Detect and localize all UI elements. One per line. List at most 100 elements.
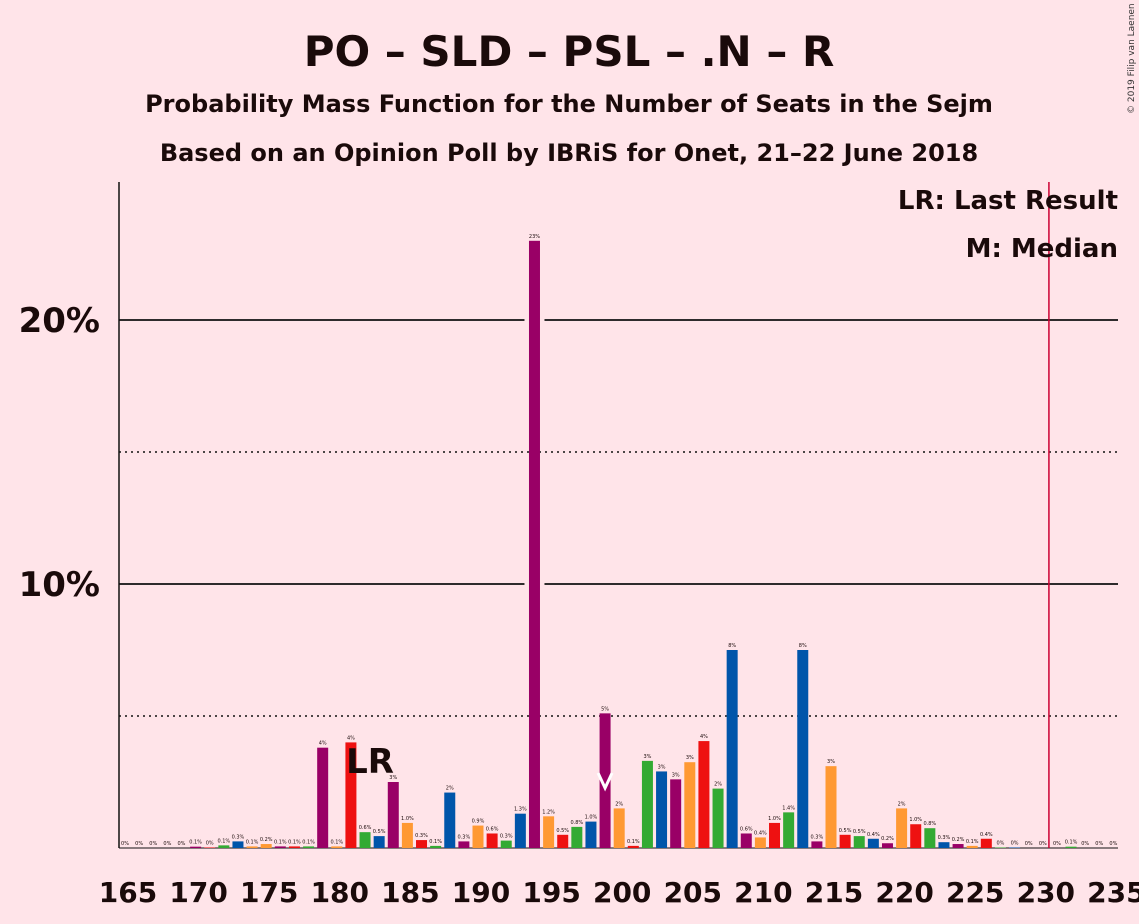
grid-lines bbox=[119, 317, 1118, 849]
data-label-seat-189: 0.3% bbox=[458, 834, 471, 840]
bar-seat-178 bbox=[303, 846, 315, 848]
data-label-seat-197: 0.8% bbox=[570, 820, 583, 826]
data-label-seat-202: 3% bbox=[643, 754, 651, 760]
copyright-note: © 2019 Filip van Laenen bbox=[1127, 3, 1137, 114]
data-label-seat-180: 0.1% bbox=[330, 839, 343, 845]
data-label-seat-229: 0% bbox=[1025, 841, 1033, 847]
bar-seat-171 bbox=[204, 847, 216, 848]
x-tick-220: 220 bbox=[875, 876, 933, 909]
data-label-seat-169: 0% bbox=[178, 841, 186, 847]
bar-seat-174 bbox=[246, 846, 258, 848]
bar-seat-211 bbox=[769, 822, 781, 848]
bar-seat-209 bbox=[740, 833, 752, 848]
bar-seat-212 bbox=[783, 812, 795, 848]
data-label-seat-208: 8% bbox=[728, 643, 736, 649]
bar-seat-184 bbox=[387, 782, 399, 848]
data-label-seat-215: 3% bbox=[827, 759, 835, 765]
bar-seat-207 bbox=[712, 788, 724, 848]
bar-seat-216 bbox=[839, 834, 851, 848]
bar-seat-188 bbox=[444, 792, 456, 848]
data-label-seat-232: 0.1% bbox=[1065, 840, 1078, 846]
x-tick-170: 170 bbox=[169, 876, 227, 909]
bar-seat-181 bbox=[345, 742, 357, 848]
data-label-seat-188: 2% bbox=[446, 786, 454, 792]
x-tick-210: 210 bbox=[734, 876, 792, 909]
data-label-seat-183: 0.5% bbox=[373, 829, 386, 835]
bar-seat-193 bbox=[514, 813, 526, 848]
data-label-seat-204: 3% bbox=[672, 772, 680, 778]
data-label-seat-231: 0% bbox=[1053, 841, 1061, 847]
bar-seat-225 bbox=[966, 845, 978, 848]
bar-seat-191 bbox=[486, 833, 498, 848]
x-tick-215: 215 bbox=[805, 876, 863, 909]
x-tick-190: 190 bbox=[452, 876, 510, 909]
bar-seat-170 bbox=[190, 846, 202, 848]
bar-seat-186 bbox=[416, 840, 428, 848]
data-label-seat-211: 1.0% bbox=[768, 816, 781, 822]
data-label-seat-220: 2% bbox=[898, 801, 906, 807]
bar-seat-175 bbox=[260, 844, 272, 848]
y-axis-ticks: 10% 20% bbox=[19, 301, 100, 605]
bar-seat-187 bbox=[430, 845, 442, 848]
data-label-seat-226: 0.4% bbox=[980, 832, 993, 838]
data-label-seat-190: 0.9% bbox=[472, 819, 485, 825]
bar-seat-226 bbox=[980, 838, 992, 848]
x-tick-175: 175 bbox=[240, 876, 298, 909]
data-label-seat-206: 4% bbox=[700, 734, 708, 740]
bar-seat-195 bbox=[543, 816, 555, 848]
data-label-seat-213: 8% bbox=[799, 643, 807, 649]
data-label-seat-198: 1.0% bbox=[585, 815, 598, 821]
data-label-seat-217: 0.5% bbox=[853, 829, 866, 835]
bar-seat-192 bbox=[500, 840, 512, 848]
data-label-seat-184: 3% bbox=[389, 775, 397, 781]
bar-seat-215 bbox=[825, 766, 837, 848]
data-label-seat-207: 2% bbox=[714, 782, 722, 788]
data-label-seat-179: 4% bbox=[319, 741, 327, 747]
bar-seat-218 bbox=[867, 838, 879, 848]
bar-seat-182 bbox=[359, 832, 371, 848]
bar-seat-219 bbox=[881, 843, 893, 848]
bar-seat-172 bbox=[218, 845, 230, 848]
data-label-seat-191: 0.6% bbox=[486, 826, 499, 832]
bar-seat-190 bbox=[472, 825, 484, 848]
bar-seat-185 bbox=[401, 822, 413, 848]
data-label-seat-201: 0.1% bbox=[627, 839, 640, 845]
data-label-seat-222: 0.8% bbox=[923, 821, 936, 827]
bar-seat-224 bbox=[952, 844, 964, 848]
data-label-seat-178: 0.1% bbox=[302, 839, 315, 845]
y-tick-10: 10% bbox=[19, 565, 100, 605]
x-tick-180: 180 bbox=[311, 876, 369, 909]
bar-seat-222 bbox=[924, 828, 936, 848]
data-label-seat-212: 1.4% bbox=[782, 805, 795, 811]
legend-median: M: Median bbox=[966, 234, 1118, 264]
data-label-seat-210: 0.4% bbox=[754, 830, 767, 836]
bar-seat-197 bbox=[571, 826, 583, 848]
data-label-seat-200: 2% bbox=[615, 801, 623, 807]
bar-seat-176 bbox=[274, 846, 286, 848]
chart-subtitle-2: Based on an Opinion Poll by IBRiS for On… bbox=[160, 139, 978, 167]
bar-seat-177 bbox=[288, 846, 300, 848]
bar-seat-204 bbox=[670, 779, 682, 848]
bar-seat-196 bbox=[557, 834, 569, 848]
bar-seat-194 bbox=[528, 240, 540, 849]
data-label-seat-225: 0.1% bbox=[966, 839, 979, 845]
data-label-seat-166: 0% bbox=[135, 841, 143, 847]
x-tick-230: 230 bbox=[1017, 876, 1075, 909]
median-marker bbox=[596, 772, 614, 792]
data-label-seat-216: 0.5% bbox=[839, 828, 852, 834]
markers: LR bbox=[346, 182, 1050, 848]
legend-last-result: LR: Last Result bbox=[898, 186, 1118, 216]
bar-seat-210 bbox=[754, 837, 766, 848]
data-labels: 0% 0% 0% 0% 0% 0.1% 0% 0.1%0.3%0.1% 0.2% 0.1% 0.1%… bbox=[121, 234, 1118, 847]
bar-seat-199 bbox=[599, 713, 611, 848]
data-label-seat-172: 0.1% bbox=[217, 838, 230, 844]
x-tick-225: 225 bbox=[946, 876, 1004, 909]
bar-seat-228 bbox=[1009, 847, 1021, 848]
last-result-marker: LR bbox=[346, 742, 394, 782]
bar-seat-179 bbox=[317, 747, 329, 848]
bar-seat-189 bbox=[458, 841, 470, 848]
data-label-seat-174: 0.1% bbox=[246, 839, 259, 845]
data-label-seat-230: 0% bbox=[1039, 841, 1047, 847]
bar-seat-183 bbox=[373, 836, 385, 848]
